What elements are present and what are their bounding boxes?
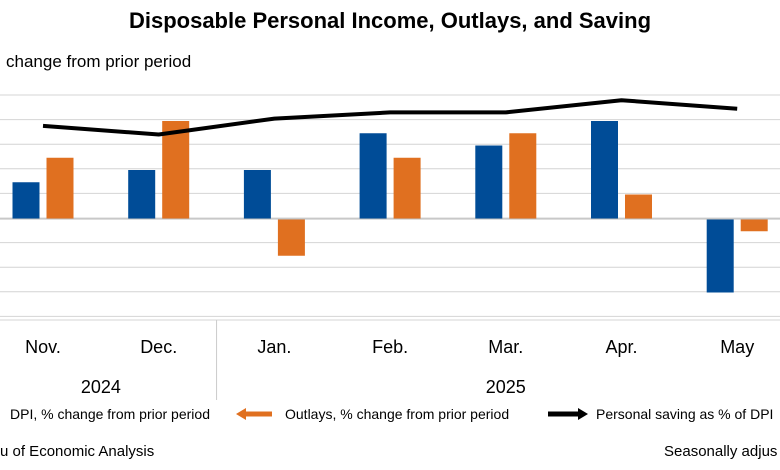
bar-outlays: [393, 157, 421, 219]
legend-item-dpi: DPI, % change from prior period: [10, 406, 210, 422]
bar-dpi: [128, 170, 156, 219]
x-tick-label: Jan.: [257, 337, 291, 357]
x-tick-label: Dec.: [140, 337, 177, 357]
bar-outlays: [46, 157, 74, 219]
saving-line-path: [42, 98, 738, 137]
legend-arrow-saving: [578, 408, 588, 420]
bar-outlays: [277, 219, 305, 256]
gridlines: [0, 94, 780, 317]
legend-arrow-outlays: [236, 408, 246, 420]
legend-item-outlays: Outlays, % change from prior period: [236, 406, 509, 422]
chart-title: Disposable Personal Income, Outlays, and…: [129, 8, 651, 33]
x-tick-label: Feb.: [372, 337, 408, 357]
x-tick-label: Mar.: [488, 337, 523, 357]
bar-outlays: [625, 194, 652, 219]
year-label: 2025: [486, 377, 526, 397]
bar-outlays: [509, 133, 537, 219]
legend: DPI, % change from prior period Outlays,…: [10, 406, 773, 422]
chart-subtitle: change from prior period: [6, 52, 191, 71]
source-note: u of Economic Analysis: [0, 443, 154, 460]
bar-outlays: [162, 121, 190, 219]
x-tick-label: Nov.: [25, 337, 61, 357]
bar-dpi: [706, 219, 734, 293]
bar-dpi: [475, 145, 503, 219]
x-tick-label: Apr.: [605, 337, 637, 357]
adjustment-note: Seasonally adjus: [664, 443, 777, 460]
bar-dpi: [243, 170, 271, 219]
bar-dpi: [591, 121, 618, 219]
legend-label-dpi: DPI, % change from prior period: [10, 406, 210, 422]
legend-item-saving: Personal saving as % of DPI: [548, 406, 773, 422]
saving-line: [42, 98, 738, 137]
year-labels: 2024 2025: [81, 320, 526, 400]
bars: [0, 121, 780, 293]
bar-outlays: [740, 219, 768, 232]
legend-label-saving: Personal saving as % of DPI: [596, 406, 773, 422]
bar-dpi: [359, 133, 387, 219]
x-axis: Nov. Dec. Jan. Feb. Mar. Apr. May: [0, 319, 780, 357]
legend-label-outlays: Outlays, % change from prior period: [285, 406, 509, 422]
year-label: 2024: [81, 377, 121, 397]
x-tick-label: May: [720, 337, 754, 357]
bar-dpi: [12, 182, 40, 219]
